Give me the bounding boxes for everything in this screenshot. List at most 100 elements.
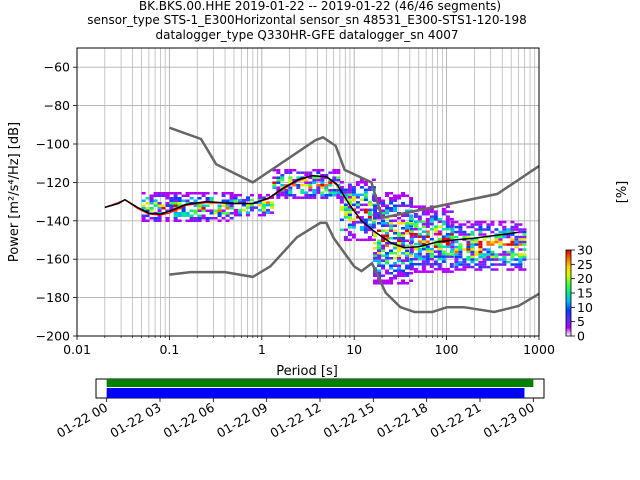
density-cell <box>351 198 356 202</box>
density-cell <box>288 171 293 174</box>
density-cell <box>320 168 325 172</box>
density-cell <box>450 243 455 246</box>
density-cell <box>373 274 378 277</box>
density-cell <box>429 237 434 241</box>
density-cell <box>458 228 463 231</box>
density-cell <box>377 242 382 245</box>
colorbar-tick-label: 20 <box>577 271 593 286</box>
density-cell <box>347 213 352 217</box>
density-cell <box>241 203 246 207</box>
y-tick-label: −200 <box>36 329 70 344</box>
density-cell <box>482 265 487 269</box>
density-cell <box>165 202 170 205</box>
density-cell <box>351 186 356 189</box>
density-cell <box>409 250 414 253</box>
density-cell <box>454 253 459 256</box>
density-cell <box>510 268 515 271</box>
density-cell <box>401 247 406 250</box>
density-cell <box>486 243 491 246</box>
density-cell <box>441 237 446 241</box>
density-cell <box>405 274 410 277</box>
density-cell <box>308 176 313 179</box>
density-cell <box>257 196 262 199</box>
density-cell <box>292 183 297 187</box>
density-cell <box>347 226 352 229</box>
density-cell <box>458 268 463 271</box>
density-cell <box>449 210 454 213</box>
density-cell <box>377 214 382 217</box>
density-cell <box>355 183 360 187</box>
density-cell <box>474 258 479 261</box>
density-cell <box>413 242 418 246</box>
density-cell <box>312 178 317 182</box>
title-line-2: sensor_type STS-1_E300Horizontal sensor_… <box>87 13 527 27</box>
density-cell <box>429 262 434 266</box>
density-cell <box>153 204 158 207</box>
density-cell <box>336 191 341 194</box>
density-cell <box>209 199 214 202</box>
density-cell <box>385 279 390 282</box>
density-cell <box>316 171 321 174</box>
density-cell <box>494 255 499 259</box>
density-cell <box>347 186 352 189</box>
density-cell <box>173 197 178 200</box>
density-cell <box>276 188 281 192</box>
density-cell <box>433 245 438 248</box>
density-cell <box>466 255 471 259</box>
density-cell <box>189 214 194 217</box>
density-cell <box>409 259 414 262</box>
density-cell <box>157 202 162 205</box>
density-cell <box>409 257 414 261</box>
density-cell <box>385 257 390 260</box>
density-cell <box>506 235 511 239</box>
density-cell <box>429 270 434 273</box>
density-cell <box>157 204 162 207</box>
density-cell <box>261 201 266 204</box>
density-cell <box>201 214 206 217</box>
density-cell <box>421 247 426 251</box>
density-cell <box>225 207 230 210</box>
density-cell <box>409 240 414 243</box>
density-cell <box>363 191 368 194</box>
density-cell <box>377 229 382 232</box>
density-cell <box>165 219 170 222</box>
density-cell <box>389 219 394 222</box>
density-cell <box>324 176 329 179</box>
density-cell <box>332 171 337 174</box>
density-cell <box>332 191 337 194</box>
density-cell <box>449 225 454 228</box>
density-cell <box>409 235 414 238</box>
density-cell <box>261 196 266 199</box>
density-cell <box>397 242 402 245</box>
density-cell <box>498 258 503 261</box>
density-cell <box>441 260 446 263</box>
density-cell <box>421 265 426 268</box>
density-cell <box>145 197 150 200</box>
density-cell <box>280 176 285 179</box>
density-cell <box>417 242 422 246</box>
colorbar-tick-label: 10 <box>577 300 593 315</box>
x-tick-label: 1000 <box>523 342 555 357</box>
density-cell <box>229 217 234 220</box>
density-cell <box>425 255 430 258</box>
density-cell <box>181 214 186 217</box>
density-cell <box>347 198 352 202</box>
density-cell <box>437 232 442 236</box>
density-cell <box>367 216 372 219</box>
density-cell <box>225 214 230 217</box>
density-cell <box>272 168 277 172</box>
density-cell <box>381 214 386 217</box>
density-cell <box>363 231 368 234</box>
density-cell <box>201 209 206 212</box>
density-cell <box>328 191 333 194</box>
density-cell <box>359 186 364 189</box>
density-cell <box>363 221 368 224</box>
density-cell <box>363 198 368 202</box>
density-cell <box>381 224 386 227</box>
density-cell <box>393 197 398 200</box>
density-cell <box>449 255 454 258</box>
density-cell <box>197 204 202 207</box>
density-cell <box>245 213 250 217</box>
density-cell <box>347 183 352 187</box>
title-line-3: datalogger_type Q330HR-GFE datalogger_sn… <box>156 28 459 42</box>
